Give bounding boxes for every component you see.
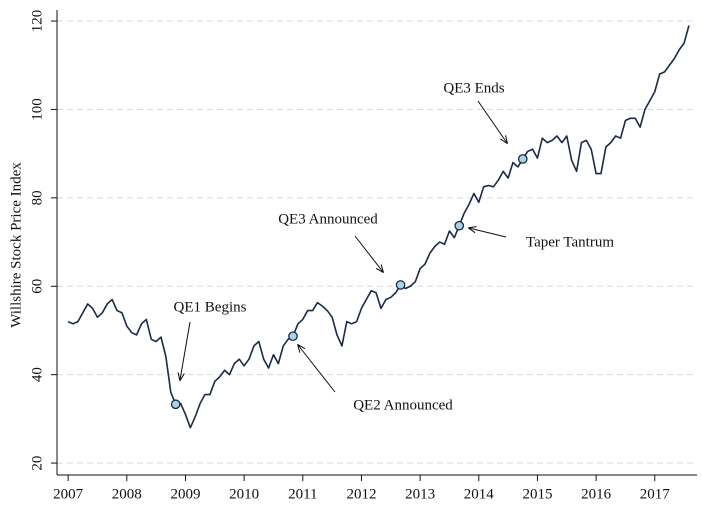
y-tick-label: 20 bbox=[29, 456, 45, 471]
annotation-label: Taper Tantrum bbox=[526, 234, 614, 250]
x-tick-label: 2016 bbox=[581, 486, 612, 502]
y-tick-label: 80 bbox=[29, 190, 45, 205]
x-tick-label: 2008 bbox=[112, 486, 142, 502]
y-tick-label: 100 bbox=[29, 98, 45, 121]
annotation-label: QE1 Begins bbox=[174, 299, 247, 315]
x-tick-label: 2017 bbox=[640, 486, 671, 502]
annotation-label: QE3 Announced bbox=[278, 211, 378, 227]
event-marker bbox=[517, 154, 528, 164]
y-tick-label: 120 bbox=[29, 10, 45, 33]
x-tick-label: 2007 bbox=[53, 486, 84, 502]
annotation-arrow bbox=[298, 345, 336, 393]
x-tick-label: 2009 bbox=[170, 486, 200, 502]
event-marker bbox=[170, 399, 181, 410]
annotation-arrow bbox=[180, 321, 191, 380]
annotation-label: QE2 Announced bbox=[353, 397, 453, 413]
annotation-arrow bbox=[477, 100, 507, 143]
y-tick-label: 60 bbox=[29, 279, 45, 294]
x-tick-label: 2012 bbox=[346, 486, 376, 502]
x-tick-label: 2010 bbox=[229, 486, 259, 502]
x-tick-label: 2014 bbox=[464, 486, 495, 502]
x-tick-label: 2011 bbox=[288, 486, 317, 502]
annotation-arrow bbox=[354, 235, 383, 272]
x-tick-label: 2013 bbox=[405, 486, 435, 502]
y-tick-label: 40 bbox=[29, 367, 45, 382]
x-tick-label: 2015 bbox=[522, 486, 552, 502]
annotation-arrow bbox=[469, 228, 507, 238]
event-marker bbox=[288, 331, 298, 342]
annotation-label: QE3 Ends bbox=[443, 80, 504, 96]
event-marker bbox=[454, 220, 465, 231]
event-marker bbox=[395, 280, 406, 290]
line bbox=[67, 25, 690, 429]
y-axis-label: Willshire Stock Price Index bbox=[8, 162, 24, 328]
